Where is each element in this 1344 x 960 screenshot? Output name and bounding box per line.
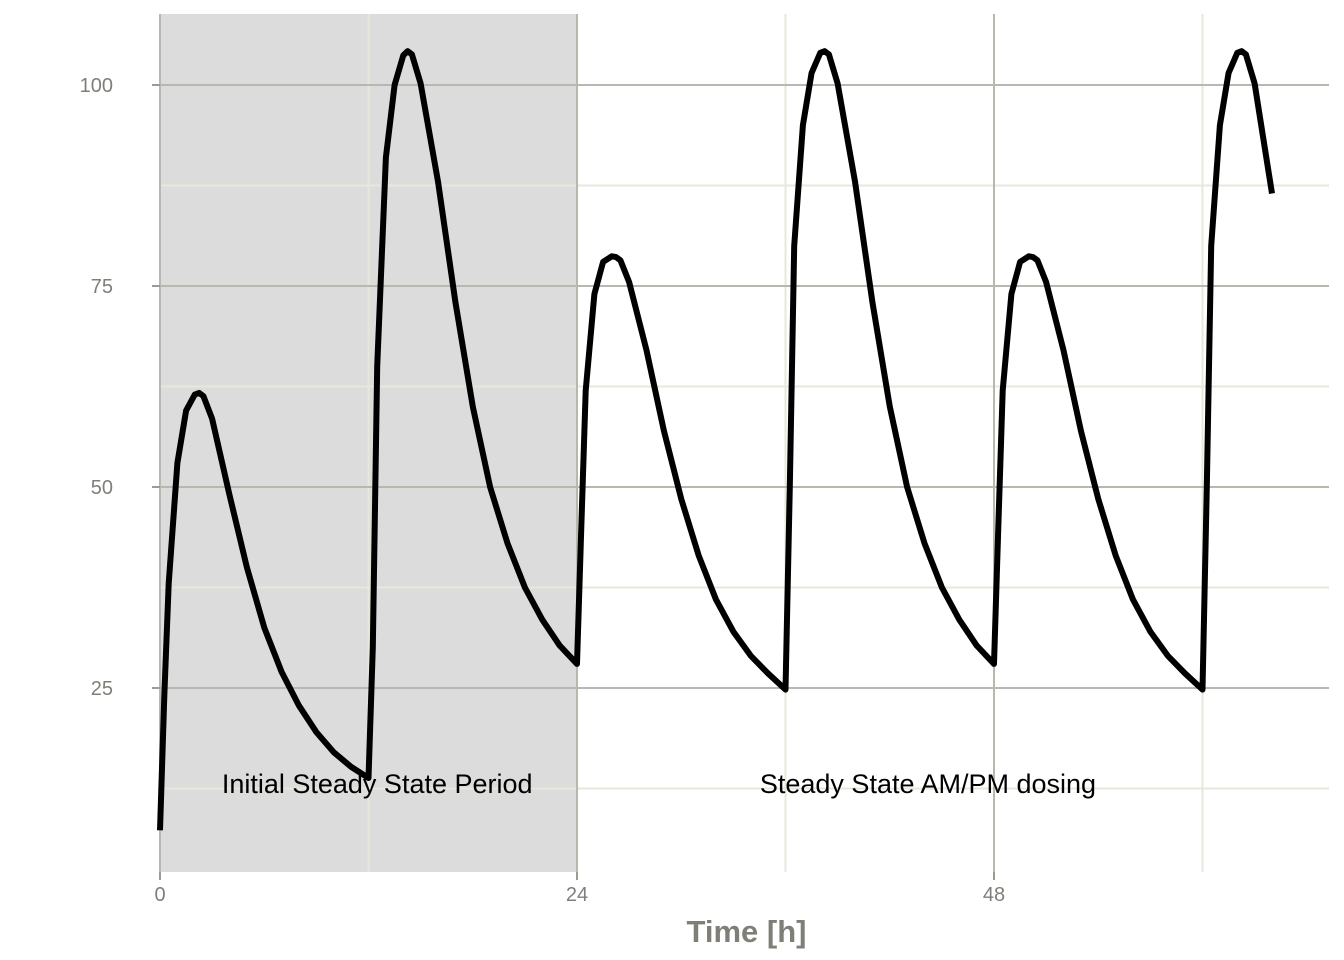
x-tick-label: 24: [566, 884, 588, 906]
axis-layer: 25 50 75 100 0 24 48: [80, 75, 1006, 906]
x-tick-label: 0: [154, 884, 165, 906]
y-tick-label: 100: [80, 75, 113, 97]
region-annotation: Initial Steady State Period: [222, 769, 533, 799]
region-annotation: Steady State AM/PM dosing: [760, 769, 1096, 799]
y-tick-label: 25: [91, 678, 113, 700]
x-tick-label: 48: [983, 884, 1005, 906]
gridlines-layer: [159, 14, 1329, 872]
series-layer: [157, 48, 1275, 831]
x-axis-title: Time [h]: [687, 914, 807, 949]
y-tick-label: 75: [91, 276, 113, 298]
annotation-layer: Initial Steady State Period Steady State …: [222, 769, 1096, 799]
series-line: [157, 48, 1275, 831]
y-tick-label: 50: [91, 477, 113, 499]
